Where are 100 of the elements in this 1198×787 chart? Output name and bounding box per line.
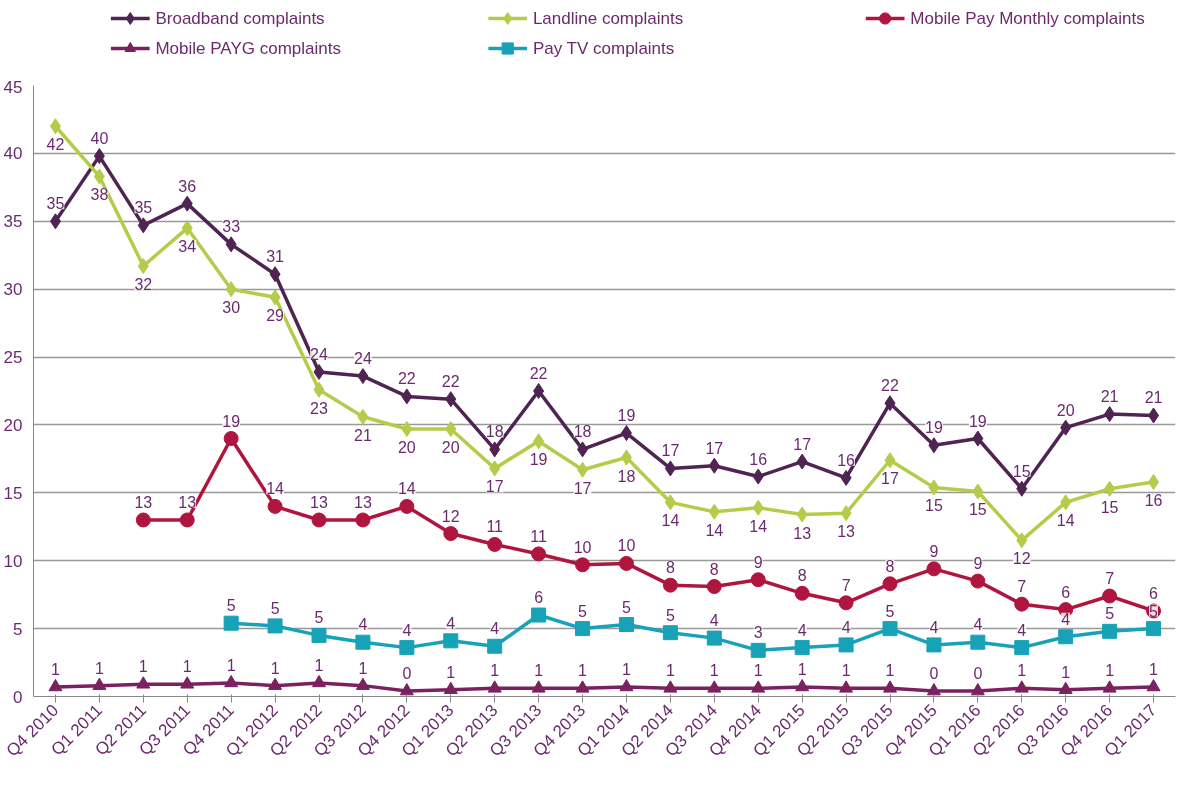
point (619, 678, 634, 692)
data-label: 9 (929, 542, 939, 560)
point (487, 680, 502, 693)
point (267, 618, 283, 634)
point (575, 621, 591, 637)
point (926, 561, 942, 577)
point (93, 148, 105, 165)
data-label: 15 (968, 501, 987, 519)
point (577, 461, 589, 478)
point (1016, 532, 1028, 549)
data-label: 24 (310, 345, 328, 363)
data-label: 12 (441, 507, 460, 525)
data-label: 13 (310, 493, 328, 511)
data-label: 5 (665, 606, 675, 624)
y-tick-label: 0 (13, 687, 23, 707)
point (1146, 678, 1161, 692)
point (926, 637, 942, 653)
data-label: 16 (1144, 491, 1163, 509)
data-label: 15 (925, 497, 943, 515)
legend-label: Broadband complaints (155, 9, 325, 28)
point (181, 220, 193, 237)
point (136, 676, 151, 689)
data-label: 17 (793, 435, 812, 453)
data-label: 42 (46, 136, 65, 154)
data-label: 19 (925, 419, 943, 437)
data-label: 33 (222, 218, 241, 236)
y-tick-label: 25 (3, 348, 23, 368)
data-label: 8 (797, 567, 807, 585)
data-label: 8 (885, 557, 895, 575)
data-label: 4 (973, 616, 983, 634)
point (357, 368, 369, 385)
point (489, 441, 501, 458)
data-label: 34 (178, 238, 197, 256)
data-label: 19 (222, 412, 241, 430)
data-label: 13 (837, 523, 856, 541)
point (223, 615, 239, 631)
point (970, 634, 986, 650)
data-label: 19 (968, 412, 987, 430)
data-label: 21 (1144, 389, 1163, 407)
data-label: 1 (1149, 661, 1159, 678)
data-label: 17 (485, 478, 504, 496)
point (1102, 588, 1118, 604)
data-label: 7 (1105, 570, 1115, 588)
data-label: 1 (490, 662, 500, 680)
legend-label: Landline complaints (532, 9, 684, 28)
point (883, 680, 897, 693)
data-label: 4 (1061, 610, 1071, 628)
data-label: 22 (529, 365, 548, 382)
point (1102, 680, 1117, 693)
point (620, 425, 632, 442)
data-label: 6 (1149, 584, 1159, 602)
point (663, 680, 678, 693)
data-label: 20 (397, 439, 416, 457)
point (313, 363, 325, 380)
point (752, 468, 764, 485)
point (531, 607, 547, 623)
data-label: 1 (446, 663, 456, 681)
data-label: 17 (661, 442, 680, 460)
point (1104, 406, 1116, 423)
data-label: 40 (90, 130, 109, 148)
point (664, 494, 676, 511)
data-label: 13 (793, 524, 812, 542)
point (1016, 480, 1028, 497)
data-label: 13 (134, 493, 153, 511)
point (706, 630, 722, 646)
data-label: 4 (797, 621, 807, 639)
data-label: 1 (665, 662, 675, 680)
data-label: 4 (446, 614, 456, 632)
data-label: 4 (1017, 621, 1027, 639)
data-label: 16 (837, 451, 856, 469)
legend-label: Mobile Pay Monthly complaints (910, 9, 1145, 28)
point (1148, 407, 1160, 424)
data-label: 22 (881, 377, 899, 395)
data-label: 23 (310, 399, 328, 417)
y-tick-label: 40 (3, 144, 23, 164)
data-label: 19 (617, 407, 636, 425)
point (750, 642, 766, 658)
point (1014, 596, 1030, 612)
point (708, 457, 720, 474)
point (882, 621, 898, 637)
data-label: 7 (841, 576, 851, 594)
point (972, 483, 984, 500)
data-label: 18 (485, 423, 504, 441)
data-label: 17 (573, 479, 592, 497)
data-label: 0 (402, 665, 412, 683)
data-label: 17 (705, 439, 724, 457)
point (224, 674, 239, 688)
data-label: 5 (885, 602, 895, 620)
data-label: 38 (90, 186, 109, 204)
point (926, 683, 941, 696)
data-label: 20 (1056, 401, 1075, 419)
y-tick-label: 30 (3, 280, 23, 300)
data-label: 1 (94, 659, 104, 677)
data-label: 15 (1100, 498, 1119, 516)
data-label: 5 (226, 597, 236, 615)
point (48, 678, 63, 692)
data-label: 18 (617, 467, 636, 485)
point (93, 168, 105, 185)
point (618, 555, 634, 571)
data-label: 1 (226, 656, 236, 674)
